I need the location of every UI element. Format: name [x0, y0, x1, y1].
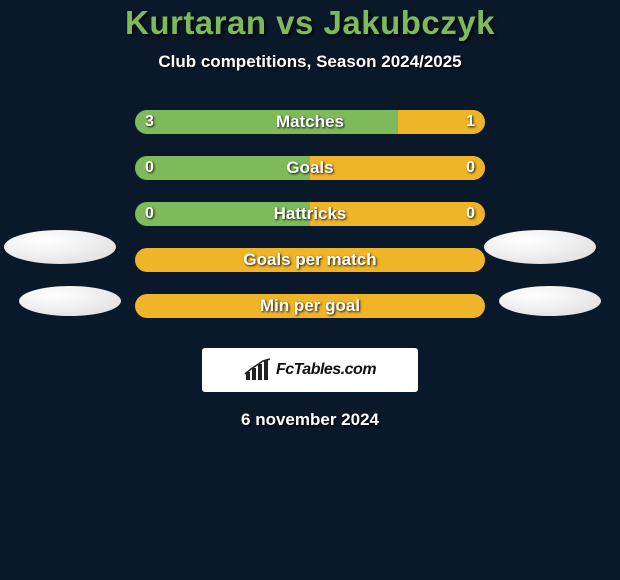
stat-label: Min per goal — [260, 296, 360, 316]
stat-label: Goals — [286, 158, 333, 178]
stat-row: Min per goal — [135, 294, 485, 318]
stat-value-right: 0 — [466, 159, 475, 177]
stat-row: Goals per match — [135, 248, 485, 272]
stats-list: Matches 3 1 Goals 0 0 Hattricks 0 0 Goals per mat… — [0, 110, 620, 318]
stat-value-left: 0 — [145, 159, 154, 177]
stat-row: Goals 0 0 — [135, 156, 485, 180]
chart-icon — [244, 358, 272, 382]
stat-value-right: 0 — [466, 205, 475, 223]
bar-left — [135, 156, 310, 180]
stat-value-right: 1 — [466, 113, 475, 131]
stat-label: Hattricks — [274, 204, 347, 224]
bar-right — [310, 156, 485, 180]
page-title: Kurtaran vs Jakubczyk — [0, 4, 620, 42]
subtitle: Club competitions, Season 2024/2025 — [0, 52, 620, 72]
date-label: 6 november 2024 — [0, 410, 620, 430]
stat-row: Matches 3 1 — [135, 110, 485, 134]
stat-value-left: 0 — [145, 205, 154, 223]
stat-label: Goals per match — [243, 250, 376, 270]
stat-value-left: 3 — [145, 113, 154, 131]
bar-left — [135, 110, 398, 134]
brand-text: FcTables.com — [276, 361, 376, 379]
brand-badge: FcTables.com — [202, 348, 418, 392]
comparison-infographic: Kurtaran vs Jakubczyk Club competitions,… — [0, 0, 620, 430]
stat-row: Hattricks 0 0 — [135, 202, 485, 226]
stat-label: Matches — [276, 112, 344, 132]
